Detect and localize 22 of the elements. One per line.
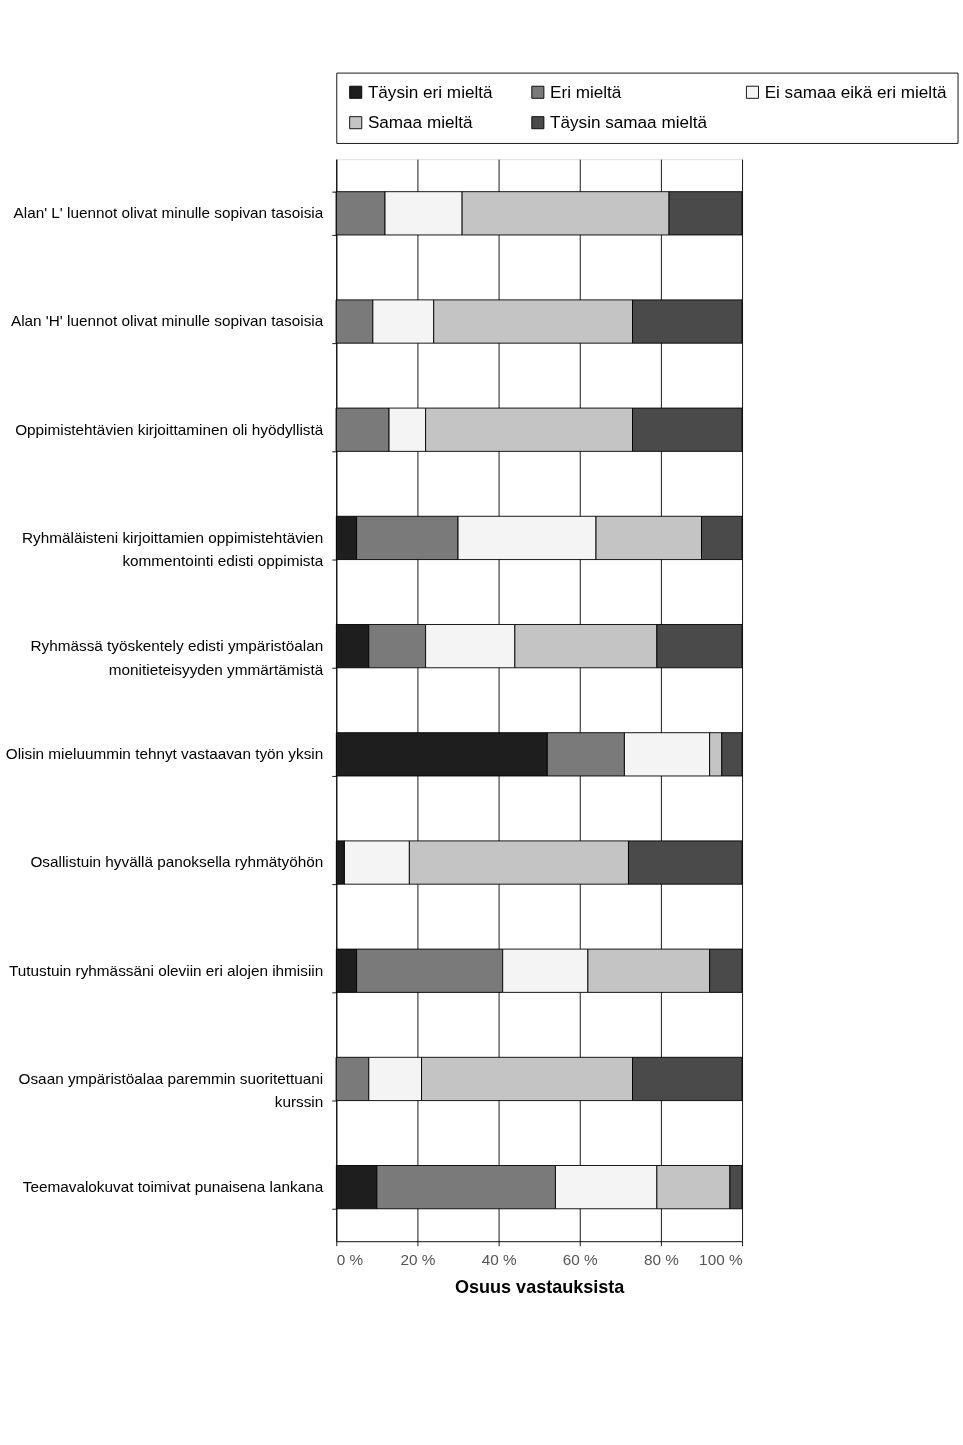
legend-label: Eri mieltä (550, 81, 622, 102)
legend-label: Ei samaa eikä eri mieltä (764, 81, 947, 102)
y-tick-label: Alan' L' luennot olivat minulle sopivan tasoisia (13, 204, 324, 222)
y-tick-label: Ryhmäläisteni kirjoittamien oppimistehtävien kommentointi edisti oppimista (21, 528, 324, 570)
legend-label: Täysin samaa mieltä (550, 112, 708, 133)
x-tick-label: 40 % (481, 1251, 517, 1269)
x-tick-label: 100 % (699, 1251, 743, 1269)
x-tick-label: 60 % (562, 1251, 599, 1269)
y-tick-label: Teemavalokuvat toimivat punaisena lankana (22, 1178, 324, 1196)
x-tick-label: 20 % (400, 1251, 436, 1269)
y-tick-label: Olisin mieluummin tehnyt vastaavan työn yksin (5, 745, 324, 763)
y-tick-label: Osallistuin hyvällä panoksella ryhmätyöhön (30, 853, 324, 871)
y-tick-label: Alan 'H' luennot olivat minulle sopivan tasoisia (10, 312, 324, 330)
legend-label: Samaa mieltä (367, 112, 474, 133)
y-tick-label: Osaan ympäristöalaa paremmin suoritettuani kurssin (18, 1069, 324, 1111)
y-tick-label: Ryhmässä työskentely edisti ympäristöalan monitieteisyyden ymmärtämistä (30, 637, 324, 678)
x-tick-label: 0 % (336, 1251, 364, 1269)
x-tick-label: 80 % (643, 1251, 680, 1269)
x-axis-title: Osuus vastauksista (455, 1277, 626, 1298)
legend-label: Täysin eri mieltä (367, 81, 494, 102)
y-tick-label: Tutustuin ryhmässäni oleviin eri alojen ihmisiin (8, 961, 324, 979)
y-tick-label: Oppimistehtävien kirjoittaminen oli hyödyllistä (15, 420, 324, 438)
